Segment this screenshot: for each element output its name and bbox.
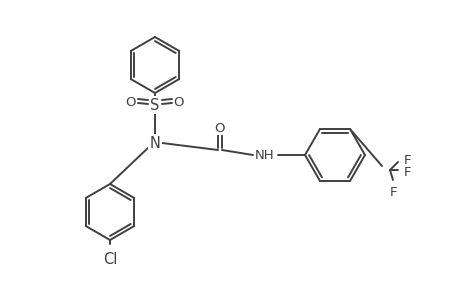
Text: NH: NH (255, 148, 274, 161)
Text: O: O (125, 95, 136, 109)
Text: O: O (174, 95, 184, 109)
Text: N: N (149, 136, 160, 151)
Text: F: F (403, 154, 411, 166)
Text: S: S (150, 98, 159, 112)
Text: F: F (403, 166, 411, 178)
Text: O: O (214, 122, 225, 134)
Text: Cl: Cl (103, 252, 117, 267)
Text: F: F (389, 186, 397, 199)
